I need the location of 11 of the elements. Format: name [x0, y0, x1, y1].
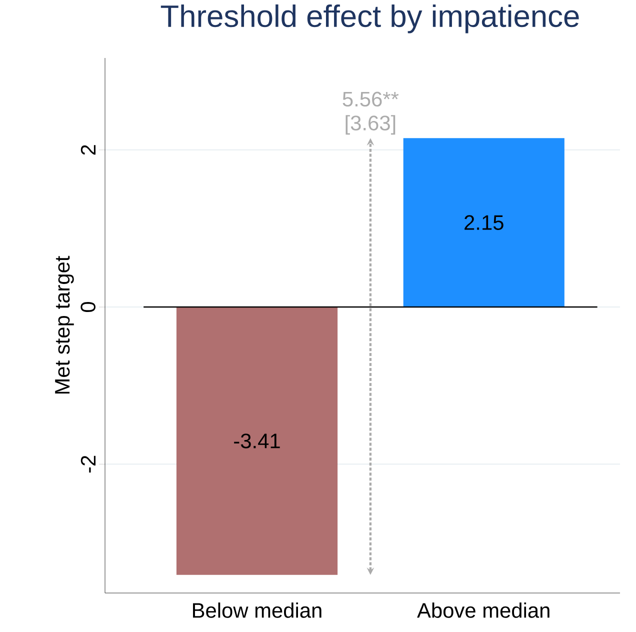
chart-title: Threshold effect by impatience	[160, 4, 579, 34]
data-label: 2.15	[464, 215, 504, 230]
y-tick-label: 2	[80, 145, 96, 155]
x-tick-label: Above median	[417, 602, 550, 618]
x-tick-label: Below median	[193, 602, 322, 618]
annotation: 5.56**	[342, 92, 399, 107]
annotation: [3.63]	[346, 115, 396, 135]
data-label: -3.41	[234, 434, 280, 448]
y-tick-label: -2	[80, 456, 96, 473]
y-tick-label: 0	[80, 302, 96, 312]
y-axis-title: Met step target	[55, 256, 74, 394]
